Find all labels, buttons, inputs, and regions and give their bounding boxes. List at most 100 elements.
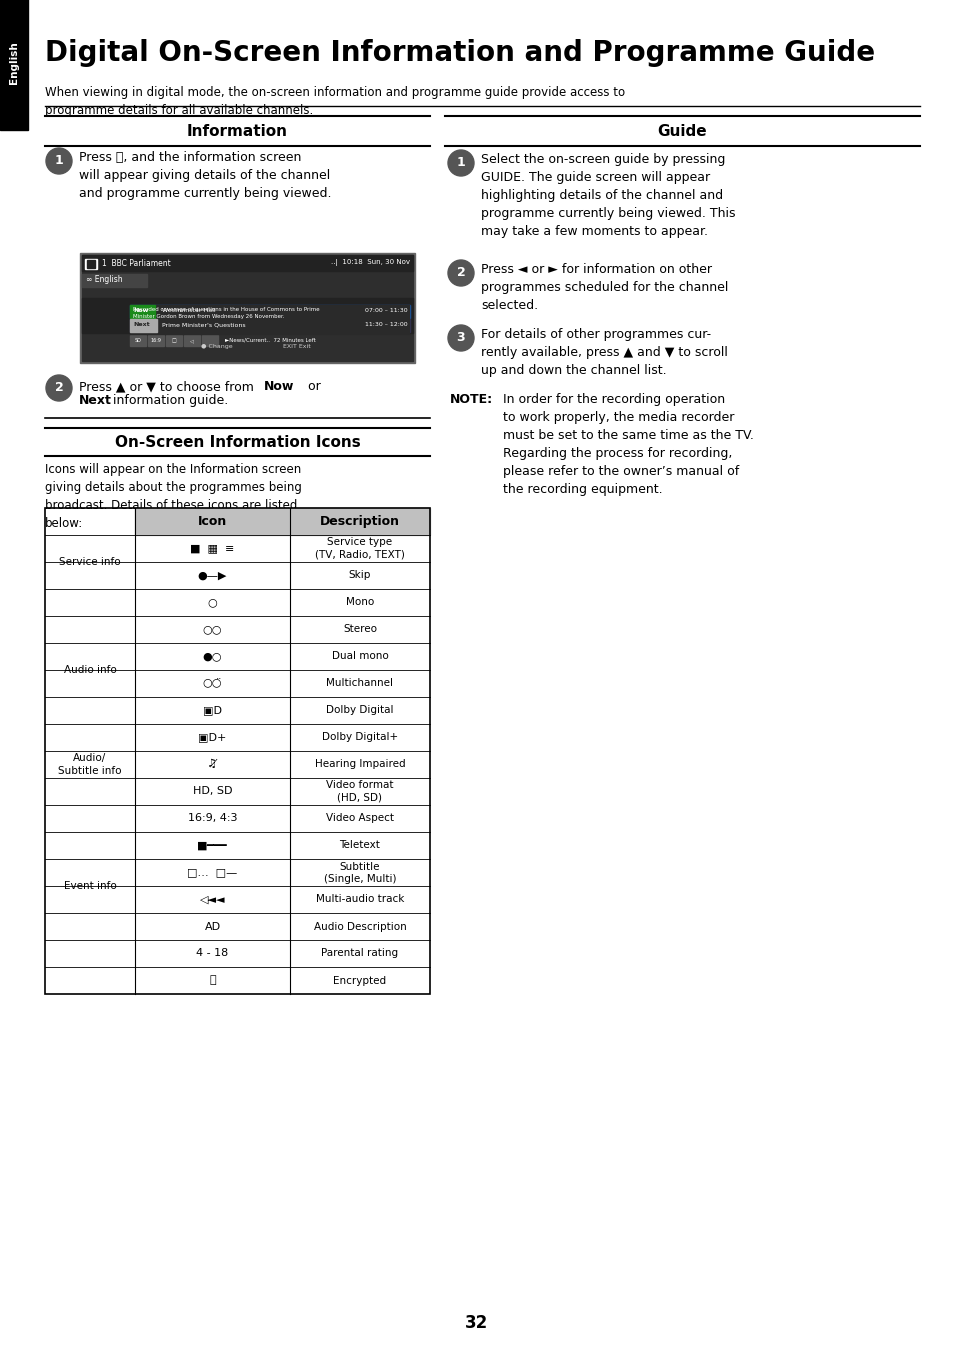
Text: ●○: ●○ bbox=[203, 651, 222, 662]
Text: Dual mono: Dual mono bbox=[332, 651, 388, 662]
Text: ● Change: ● Change bbox=[201, 345, 233, 349]
Text: 32: 32 bbox=[465, 1314, 488, 1332]
Text: When viewing in digital mode, the on-screen information and programme guide prov: When viewing in digital mode, the on-scr… bbox=[45, 86, 624, 117]
Text: EXIT Exit: EXIT Exit bbox=[283, 345, 311, 349]
Text: 1  BBC Parliament: 1 BBC Parliament bbox=[102, 259, 171, 267]
Text: Event info: Event info bbox=[64, 882, 116, 891]
Bar bbox=[85, 259, 97, 270]
Bar bbox=[130, 305, 410, 318]
Text: Service type
(TV, Radio, TEXT): Service type (TV, Radio, TEXT) bbox=[314, 538, 404, 559]
Bar bbox=[82, 255, 413, 361]
Text: Digital On-Screen Information and Programme Guide: Digital On-Screen Information and Progra… bbox=[45, 39, 874, 67]
Text: In order for the recording operation
to work properly, the media recorder
must b: In order for the recording operation to … bbox=[502, 394, 753, 496]
Bar bbox=[130, 305, 154, 318]
Text: Stereo: Stereo bbox=[343, 624, 376, 635]
Text: □: □ bbox=[172, 338, 176, 342]
Text: Service info: Service info bbox=[59, 557, 121, 568]
Bar bbox=[166, 336, 182, 346]
Text: Prime Minister's Questions: Prime Minister's Questions bbox=[162, 322, 245, 328]
Text: NOTE:: NOTE: bbox=[450, 394, 493, 406]
Text: Dolby Digital+: Dolby Digital+ bbox=[321, 732, 397, 743]
Bar bbox=[148, 336, 164, 346]
Text: Press ▲ or ▼ to choose from: Press ▲ or ▼ to choose from bbox=[79, 380, 257, 394]
Text: ○○: ○○ bbox=[203, 624, 222, 635]
Circle shape bbox=[448, 325, 474, 350]
Text: Icons will appear on the Information screen
giving details about the programmes : Icons will appear on the Information scr… bbox=[45, 462, 301, 530]
Text: ▣D: ▣D bbox=[203, 705, 222, 716]
Text: 16:9, 4:3: 16:9, 4:3 bbox=[188, 813, 237, 824]
Text: AD: AD bbox=[204, 922, 220, 931]
Text: Subtitle
(Single, Multi): Subtitle (Single, Multi) bbox=[323, 861, 395, 883]
Text: Skip: Skip bbox=[349, 570, 371, 581]
Text: For details of other programmes cur-
rently available, press ▲ and ▼ to scroll
u: For details of other programmes cur- ren… bbox=[480, 328, 727, 377]
Text: Press ◄ or ► for information on other
programmes scheduled for the channel
selec: Press ◄ or ► for information on other pr… bbox=[480, 263, 727, 311]
Text: 11:30 – 12:00: 11:30 – 12:00 bbox=[365, 322, 408, 328]
Text: Now: Now bbox=[132, 309, 149, 314]
Text: 4 - 18: 4 - 18 bbox=[196, 949, 229, 958]
Text: Mono: Mono bbox=[346, 597, 374, 608]
Text: ∞ English: ∞ English bbox=[86, 275, 123, 284]
Text: ►News/Current..  72 Minutes Left: ►News/Current.. 72 Minutes Left bbox=[225, 338, 315, 342]
Text: ..|  10:18  Sun, 30 Nov: ..| 10:18 Sun, 30 Nov bbox=[331, 260, 410, 267]
Text: ■  ▦  ≡: ■ ▦ ≡ bbox=[190, 543, 234, 554]
Circle shape bbox=[448, 150, 474, 177]
Bar bbox=[45, 508, 430, 993]
Text: ●—▶: ●—▶ bbox=[197, 570, 227, 581]
Text: 3: 3 bbox=[456, 332, 465, 345]
Bar bbox=[82, 255, 413, 271]
Text: Video format
(HD, SD): Video format (HD, SD) bbox=[326, 780, 394, 802]
Text: Recorded coverage of questions in the House of Commons to Prime
Minister Gordon : Recorded coverage of questions in the Ho… bbox=[132, 307, 319, 318]
Text: □…  □—: □… □— bbox=[187, 868, 237, 878]
Bar bbox=[130, 319, 410, 332]
Text: Encrypted: Encrypted bbox=[334, 976, 386, 985]
Bar bbox=[130, 319, 157, 332]
Text: Hearing Impaired: Hearing Impaired bbox=[314, 759, 405, 770]
Text: 16:9: 16:9 bbox=[151, 338, 161, 342]
Text: or: or bbox=[304, 380, 320, 394]
Text: 07:00 – 11:30: 07:00 – 11:30 bbox=[365, 309, 408, 314]
Bar bbox=[87, 260, 95, 268]
Text: 1: 1 bbox=[456, 156, 465, 170]
Text: English: English bbox=[9, 42, 19, 84]
Bar bbox=[202, 336, 218, 346]
Text: Guide: Guide bbox=[657, 124, 706, 139]
Text: Audio info: Audio info bbox=[64, 665, 116, 675]
Text: Next: Next bbox=[79, 394, 112, 407]
Text: Video Aspect: Video Aspect bbox=[326, 813, 394, 824]
Text: Next: Next bbox=[132, 322, 150, 328]
Text: Westminster Hall: Westminster Hall bbox=[162, 309, 215, 314]
Circle shape bbox=[46, 148, 71, 174]
Text: Now: Now bbox=[264, 380, 294, 394]
Text: Information: Information bbox=[187, 124, 288, 139]
Bar bbox=[0, 0, 28, 129]
Text: ○: ○ bbox=[208, 597, 217, 608]
Text: Multichannel: Multichannel bbox=[326, 678, 393, 689]
Text: ○○̈: ○○̈ bbox=[203, 678, 222, 689]
Text: information guide.: information guide. bbox=[109, 394, 228, 407]
Circle shape bbox=[46, 375, 71, 400]
Text: 2: 2 bbox=[456, 267, 465, 279]
Text: Multi-audio track: Multi-audio track bbox=[315, 895, 404, 905]
Bar bbox=[82, 298, 413, 333]
Text: SD: SD bbox=[134, 338, 141, 342]
Text: Audio/
Subtitle info: Audio/ Subtitle info bbox=[58, 754, 122, 775]
Text: Parental rating: Parental rating bbox=[321, 949, 398, 958]
Text: Teletext: Teletext bbox=[339, 841, 380, 851]
Text: HD, SD: HD, SD bbox=[193, 786, 232, 797]
Text: Dolby Digital: Dolby Digital bbox=[326, 705, 394, 716]
Text: Press ⓘ, and the information screen
will appear giving details of the channel
an: Press ⓘ, and the information screen will… bbox=[79, 151, 331, 200]
Text: ◁: ◁ bbox=[190, 338, 193, 342]
Text: Select the on-screen guide by pressing
GUIDE. The guide screen will appear
highl: Select the on-screen guide by pressing G… bbox=[480, 154, 735, 239]
Text: Audio Description: Audio Description bbox=[314, 922, 406, 931]
Bar bbox=[80, 253, 415, 363]
Bar bbox=[130, 336, 146, 346]
Text: On-Screen Information Icons: On-Screen Information Icons bbox=[114, 435, 360, 450]
Text: ▣D+: ▣D+ bbox=[198, 732, 227, 743]
Text: 2: 2 bbox=[54, 381, 63, 395]
Text: ♫̸: ♫̸ bbox=[208, 759, 217, 770]
Circle shape bbox=[448, 260, 474, 286]
Bar bbox=[135, 508, 430, 535]
Text: ◁◄◄: ◁◄◄ bbox=[199, 895, 225, 905]
Text: ■━━━: ■━━━ bbox=[197, 841, 228, 851]
Text: 1: 1 bbox=[54, 155, 63, 167]
